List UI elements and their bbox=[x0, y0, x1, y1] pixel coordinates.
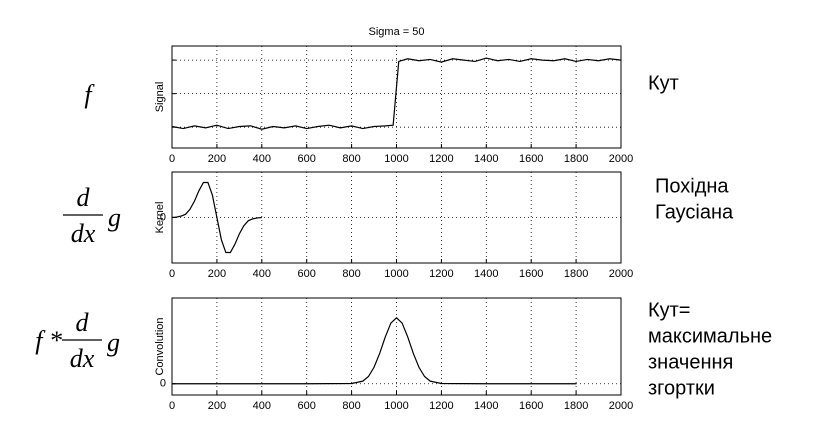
annotation: максимальне bbox=[648, 325, 772, 347]
x-tick-label: 400 bbox=[253, 268, 271, 280]
formula-denominator: dx bbox=[71, 219, 96, 248]
x-tick-label: 1200 bbox=[429, 153, 453, 165]
x-tick-label: 800 bbox=[342, 153, 360, 165]
x-tick-label: 1800 bbox=[564, 268, 588, 280]
x-tick-label: 2000 bbox=[609, 153, 633, 165]
x-tick-label: 1000 bbox=[384, 400, 408, 412]
annotation: згортки bbox=[648, 377, 715, 399]
signal-line bbox=[172, 316, 577, 385]
x-tick-label: 1000 bbox=[384, 153, 408, 165]
y-axis-label: Signal bbox=[154, 82, 166, 113]
annotation: Кут bbox=[648, 72, 679, 94]
x-tick-label: 0 bbox=[169, 400, 175, 412]
x-tick-label: 200 bbox=[208, 153, 226, 165]
formula-suffix: g bbox=[107, 328, 120, 357]
plot-frame bbox=[171, 297, 622, 396]
annotation: значення bbox=[648, 351, 733, 373]
x-tick-label: 800 bbox=[342, 268, 360, 280]
x-tick-label: 1600 bbox=[519, 153, 543, 165]
x-tick-label: 400 bbox=[253, 153, 271, 165]
x-tick-label: 1400 bbox=[474, 400, 498, 412]
annotation: Кут= bbox=[648, 299, 691, 321]
y-tick-label: 0 bbox=[160, 211, 166, 223]
x-tick-label: 1800 bbox=[564, 400, 588, 412]
annotation: Похідна bbox=[655, 175, 729, 197]
x-tick-label: 1000 bbox=[384, 268, 408, 280]
signal-line bbox=[171, 57, 622, 130]
x-tick-label: 1600 bbox=[519, 268, 543, 280]
formula-denominator: dx bbox=[70, 344, 95, 373]
x-tick-label: 1400 bbox=[474, 268, 498, 280]
x-tick-label: 1200 bbox=[429, 268, 453, 280]
formula-numerator: d bbox=[76, 308, 90, 337]
x-tick-label: 600 bbox=[298, 153, 316, 165]
x-tick-label: 800 bbox=[342, 400, 360, 412]
x-tick-label: 0 bbox=[169, 268, 175, 280]
x-tick-label: 2000 bbox=[609, 268, 633, 280]
x-tick-label: 600 bbox=[298, 268, 316, 280]
x-tick-label: 2000 bbox=[609, 400, 633, 412]
formula-numerator: d bbox=[77, 183, 91, 212]
x-tick-label: 600 bbox=[298, 400, 316, 412]
x-tick-label: 1600 bbox=[519, 400, 543, 412]
x-tick-label: 1800 bbox=[564, 153, 588, 165]
annotation: Гаусіана bbox=[655, 201, 734, 223]
x-tick-label: 400 bbox=[253, 400, 271, 412]
formula-suffix: g bbox=[108, 203, 121, 232]
x-tick-label: 200 bbox=[208, 268, 226, 280]
y-axis-label: Convolution bbox=[154, 317, 166, 375]
chart-title: Sigma = 50 bbox=[369, 26, 425, 38]
y-tick-label: 0 bbox=[160, 378, 166, 390]
x-tick-label: 0 bbox=[169, 153, 175, 165]
formula-prefix: f bbox=[84, 80, 95, 109]
formula-prefix: f * bbox=[35, 326, 62, 355]
y-axis-label: Kernel bbox=[154, 202, 166, 234]
signal-line bbox=[171, 181, 262, 254]
plot-frame bbox=[171, 45, 622, 149]
x-tick-label: 200 bbox=[208, 400, 226, 412]
x-tick-label: 1200 bbox=[429, 400, 453, 412]
x-tick-label: 1400 bbox=[474, 153, 498, 165]
